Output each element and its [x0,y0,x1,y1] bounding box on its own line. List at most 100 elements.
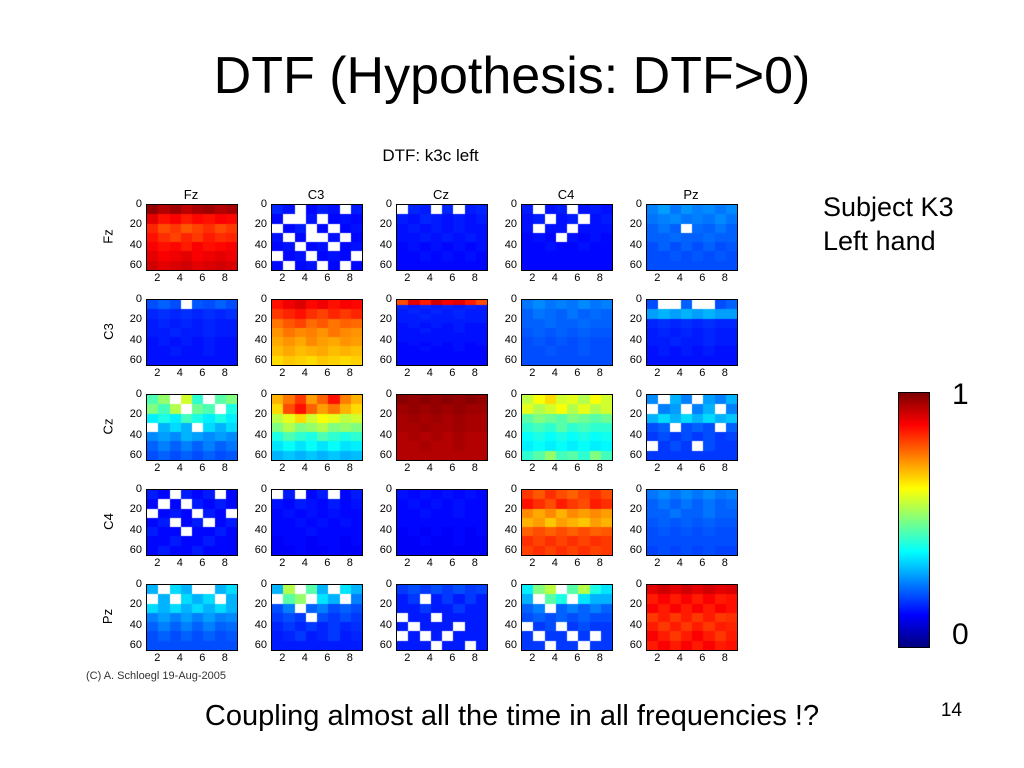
col-header-Cz: Cz [433,187,449,202]
x-tick-label: 4 [176,462,183,474]
x-tick-label: 6 [324,367,331,379]
x-tick-label: 4 [551,367,558,379]
heatmap-Cz-C3 [271,394,363,461]
heatmap-C3-Fz [146,299,238,366]
x-tick-label: 4 [426,462,433,474]
subplot-C3-Cz: 0 20 40 60 2 4 6 8 [368,293,493,394]
heatmap-Pz-C4 [521,584,613,651]
x-tick-label: 6 [699,367,706,379]
plot-row-C4: C4 0 20 40 60 2 4 6 8 0 20 40 60 2 4 6 8 0 20 40 60 2 4 6 8 0 20 40… [98,483,743,584]
subject-annotation: Subject K3 Left hand [823,190,954,258]
y-tick-label: 60 [254,353,267,366]
x-tick-label: 8 [721,557,728,569]
y-tick-label: 0 [135,483,142,495]
y-tick-label: 40 [254,428,267,441]
y-tick-label: 0 [385,483,392,495]
y-tick-label: 0 [260,293,267,305]
dtf-figure: DTF: k3c left Fz Fz 0 20 40 60 2 4 6 8 C3 0 20 40 60 2 4… [86,142,763,687]
subplot-Cz-Fz: 0 20 40 60 2 4 6 8 [118,388,243,489]
x-tick-label: 6 [449,462,456,474]
heatmap-C4-Cz [396,489,488,556]
x-tick-label: 6 [324,462,331,474]
subplot-C3-Fz: 0 20 40 60 2 4 6 8 [118,293,243,394]
heatmap-Cz-Fz [146,394,238,461]
y-tick-label: 60 [504,353,517,366]
x-tick-label: 2 [529,557,536,569]
y-tick-label: 40 [504,333,517,346]
y-tick-label: 0 [135,388,142,400]
x-tick-label: 4 [676,462,683,474]
y-tick-label: 0 [385,293,392,305]
y-tick-label: 0 [635,578,642,590]
x-tick-label: 6 [699,652,706,664]
y-tick-label: 20 [379,598,392,611]
x-tick-label: 6 [699,272,706,284]
y-tick-label: 20 [379,408,392,421]
x-tick-label: 6 [199,462,206,474]
heatmap-Pz-C3 [271,584,363,651]
y-tick-label: 40 [629,333,642,346]
x-tick-label: 2 [279,367,286,379]
y-tick-label: 60 [254,258,267,271]
y-tick-label: 60 [504,448,517,461]
x-tick-label: 8 [221,462,228,474]
y-tick-label: 0 [260,578,267,590]
x-tick-label: 8 [471,652,478,664]
y-tick-label: 20 [129,503,142,516]
subplot-Cz-Pz: 0 20 40 60 2 4 6 8 [618,388,743,489]
x-tick-label: 2 [529,652,536,664]
x-tick-label: 8 [596,367,603,379]
y-tick-label: 20 [504,408,517,421]
y-tick-label: 20 [254,313,267,326]
slide-caption: Coupling almost all the time in all freq… [204,700,820,732]
y-tick-label: 0 [635,483,642,495]
plot-row-C3: C3 0 20 40 60 2 4 6 8 0 20 40 60 2 4 6 8 0 20 40 60 2 4 6 8 0 20 40… [98,293,743,394]
x-tick-label: 6 [199,272,206,284]
y-tick-label: 40 [129,523,142,536]
x-tick-label: 8 [596,557,603,569]
y-tick-label: 60 [629,353,642,366]
subplot-Pz-Cz: 0 20 40 60 2 4 6 8 [368,578,493,679]
subplot-Pz-C3: 0 20 40 60 2 4 6 8 [243,578,368,679]
y-tick-label: 60 [129,353,142,366]
heatmap-Fz-Pz [646,204,738,271]
y-tick-label: 0 [385,388,392,400]
heatmap-C3-Pz [646,299,738,366]
y-tick-label: 20 [254,218,267,231]
y-tick-label: 0 [510,198,517,210]
y-tick-label: 20 [504,313,517,326]
x-tick-label: 2 [404,367,411,379]
y-tick-label: 60 [254,638,267,651]
x-tick-label: 2 [154,557,161,569]
x-tick-label: 6 [449,367,456,379]
plot-row-Cz: Cz 0 20 40 60 2 4 6 8 0 20 40 60 2 4 6 8 0 20 40 60 2 4 6 8 0 20 40… [98,388,743,489]
x-tick-label: 8 [346,557,353,569]
y-tick-label: 40 [254,333,267,346]
y-tick-label: 0 [385,198,392,210]
subplot-Cz-Cz: 0 20 40 60 2 4 6 8 [368,388,493,489]
y-tick-label: 40 [379,238,392,251]
y-tick-label: 60 [129,258,142,271]
col-header-Pz: Pz [683,187,699,202]
x-tick-label: 4 [301,272,308,284]
heatmap-Pz-Cz [396,584,488,651]
y-tick-label: 20 [629,218,642,231]
y-tick-label: 0 [510,483,517,495]
x-tick-label: 2 [279,557,286,569]
page-number: 14 [940,700,962,721]
heatmap-C3-Cz [396,299,488,366]
row-label-Cz: Cz [100,418,116,435]
subplot-Fz-C4: C4 0 20 40 60 2 4 6 8 [493,187,618,299]
x-tick-label: 6 [449,652,456,664]
y-tick-label: 40 [504,618,517,631]
subplot-Fz-Cz: Cz 0 20 40 60 2 4 6 8 [368,187,493,299]
y-tick-label: 40 [379,618,392,631]
x-tick-label: 8 [721,367,728,379]
x-tick-label: 2 [404,557,411,569]
x-tick-label: 2 [154,652,161,664]
x-tick-label: 2 [654,557,661,569]
x-tick-label: 4 [676,367,683,379]
y-tick-label: 40 [629,523,642,536]
y-tick-label: 40 [504,238,517,251]
x-tick-label: 4 [426,367,433,379]
